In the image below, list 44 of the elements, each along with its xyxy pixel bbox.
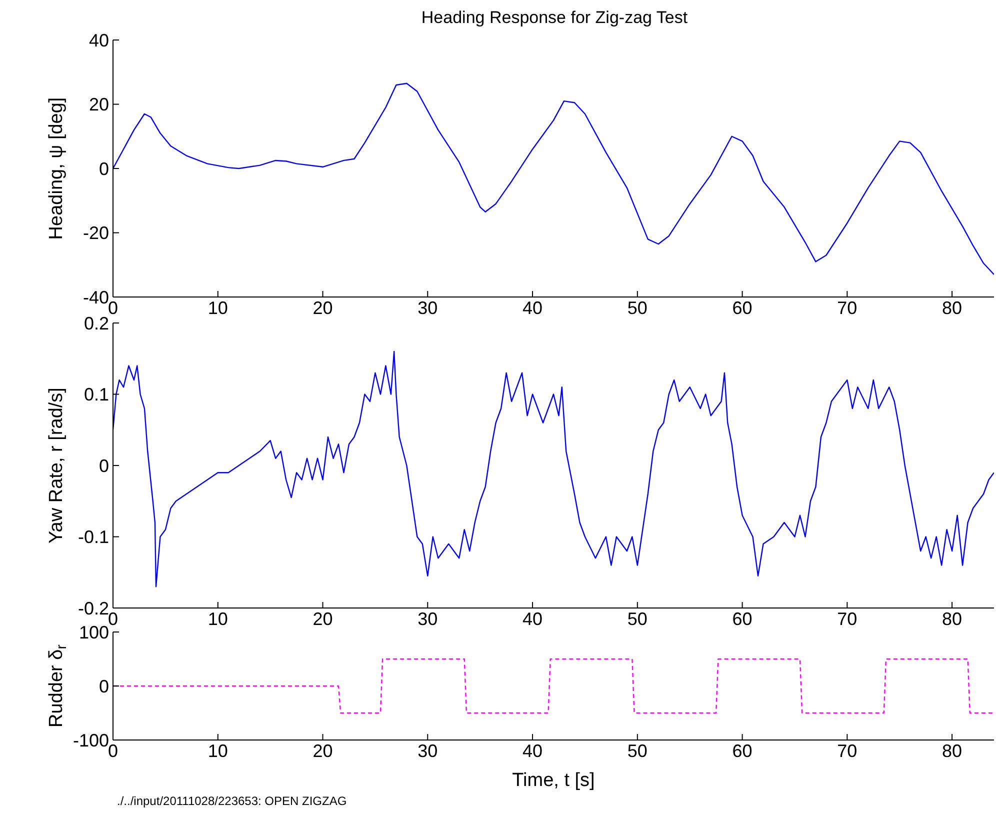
y-tick-label: 0.1 <box>84 384 109 405</box>
chart-title: Heading Response for Zig-zag Test <box>420 8 689 28</box>
x-tick-label: 10 <box>208 298 228 318</box>
y-tick-label: 0 <box>98 456 109 476</box>
y-tick-label: 20 <box>88 94 109 115</box>
x-tick-label: 70 <box>837 298 858 318</box>
x-tick-label: 10 <box>208 608 228 629</box>
y-tick-label: 40 <box>88 30 109 50</box>
x-tick-label: 80 <box>942 740 962 761</box>
text: ./../input/20111028/223653: OPEN ZIGZAG <box>117 794 347 808</box>
x-tick-label: 80 <box>942 298 962 318</box>
y-tick-label: 0.2 <box>84 313 109 334</box>
x-tick-label: 50 <box>627 298 648 318</box>
y-tick-label: -0.1 <box>78 527 109 548</box>
x-tick-label: 50 <box>627 740 648 761</box>
x-tick-label: 60 <box>732 740 752 761</box>
x-tick-label: 10 <box>208 740 228 761</box>
x-tick-label: 60 <box>732 608 752 629</box>
x-tick-label: 50 <box>627 608 648 629</box>
x-tick-label: 30 <box>418 608 438 629</box>
line-series <box>113 350 994 588</box>
x-tick-label: 40 <box>522 608 543 629</box>
y-tick-label: -100 <box>72 730 109 750</box>
x-tick-label: 70 <box>837 740 858 761</box>
y-tick-label: -40 <box>82 287 109 308</box>
x-tick-label: 20 <box>312 608 333 629</box>
y-tick-label: 0 <box>98 158 109 179</box>
y-axis-title: Yaw Rate, r [rad/s] <box>46 388 67 544</box>
y-tick-label: -20 <box>82 223 109 244</box>
y-axis-title: Heading, ψ [deg] <box>46 97 67 240</box>
line-series <box>113 82 994 276</box>
x-tick-label: 60 <box>732 298 752 318</box>
x-tick-label: 30 <box>418 298 438 318</box>
x-tick-label: 30 <box>418 740 438 761</box>
x-axis-title: Time, t [s] <box>512 770 595 791</box>
y-tick-label: -0.2 <box>78 598 109 618</box>
y-tick-label: 100 <box>78 622 109 642</box>
x-tick-label: 40 <box>522 740 543 761</box>
x-tick-label: 70 <box>837 608 858 629</box>
x-tick-label: 20 <box>312 298 333 318</box>
x-tick-label: 20 <box>312 740 333 761</box>
y-tick-label: 0 <box>98 676 109 696</box>
x-tick-label: 40 <box>522 298 543 318</box>
x-tick-label: 80 <box>942 608 962 629</box>
